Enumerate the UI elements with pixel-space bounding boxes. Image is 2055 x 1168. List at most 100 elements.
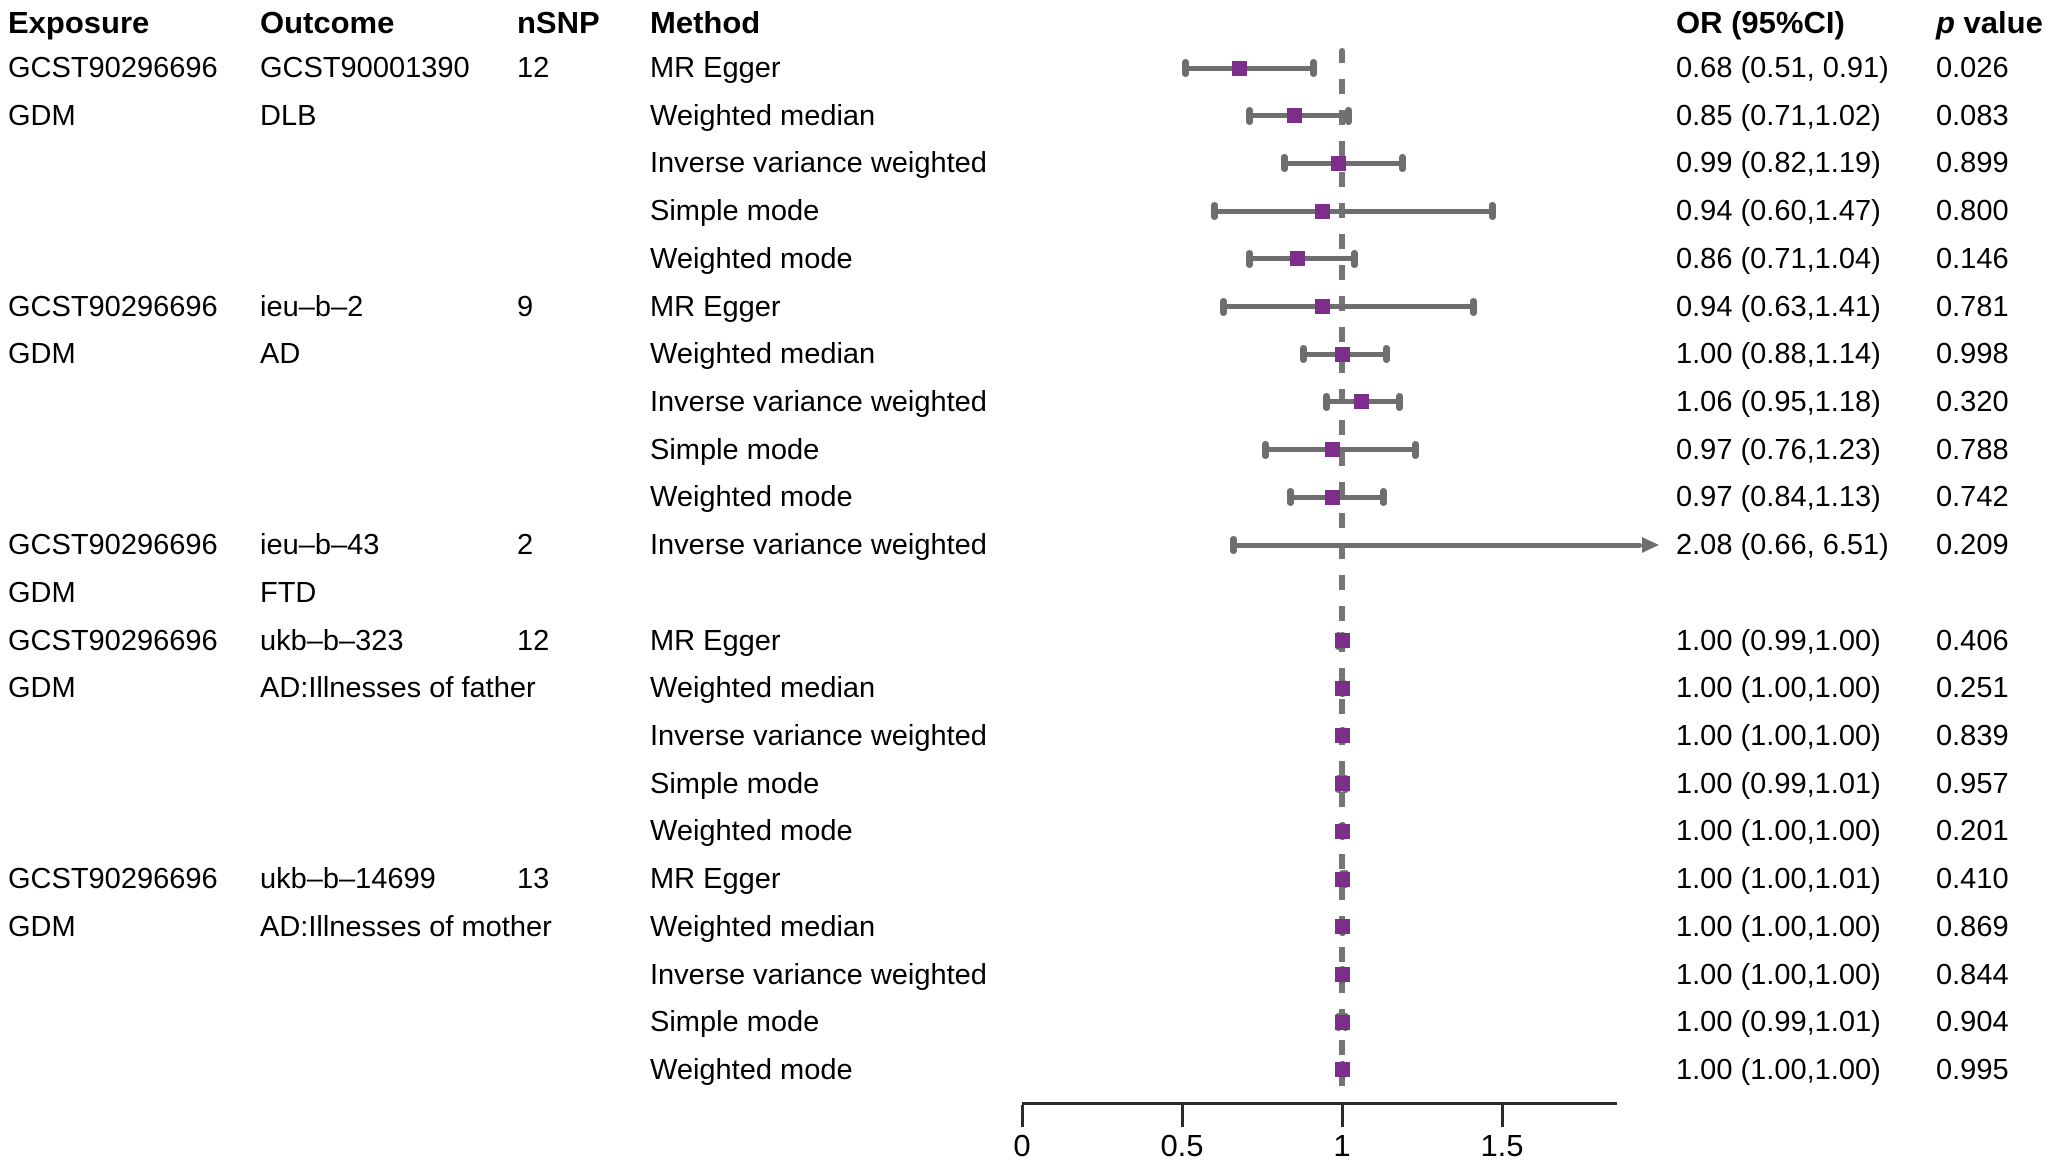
row-or-ci: 1.00 (1.00,1.00)	[1676, 910, 1881, 943]
row-pvalue: 0.998	[1936, 338, 2009, 371]
row-pvalue: 0.410	[1936, 863, 2009, 896]
row-exposure: GDM	[8, 672, 76, 705]
ci-cap-left	[1300, 345, 1308, 364]
row-pvalue: 0.083	[1936, 99, 2009, 132]
forest-square	[1232, 60, 1248, 76]
ci-cap-left	[1322, 392, 1330, 411]
x-axis-line	[1022, 1102, 1618, 1105]
row-or-ci: 1.00 (1.00,1.01)	[1676, 863, 1881, 896]
row-outcome: DLB	[260, 99, 317, 132]
row-pvalue: 0.201	[1936, 815, 2009, 848]
column-header-nsnp: nSNP	[517, 5, 600, 40]
x-axis-tick-label: 0.5	[1160, 1128, 1204, 1163]
row-method: MR Egger	[650, 290, 781, 323]
row-pvalue: 0.995	[1936, 1053, 2009, 1086]
row-pvalue: 0.839	[1936, 719, 2009, 752]
row-nsnp: 12	[517, 52, 550, 84]
row-or-ci: 1.06 (0.95,1.18)	[1676, 385, 1881, 418]
ci-arrowhead-right	[1642, 537, 1659, 554]
row-outcome: ukb–b–14699	[260, 863, 436, 896]
forest-square	[1334, 728, 1350, 744]
row-or-ci: 2.08 (0.66, 6.51)	[1676, 529, 1889, 562]
forest-square	[1334, 776, 1350, 792]
row-outcome: AD:Illnesses of mother	[260, 910, 552, 943]
row-or-ci: 0.94 (0.60,1.47)	[1676, 195, 1881, 228]
forest-square	[1334, 871, 1350, 887]
ci-cap-right	[1396, 392, 1404, 411]
forest-square	[1334, 967, 1350, 983]
row-method: Inverse variance weighted	[650, 147, 987, 180]
row-or-ci: 0.99 (0.82,1.19)	[1676, 147, 1881, 180]
x-axis-tick	[1180, 1105, 1184, 1127]
row-or-ci: 1.00 (0.88,1.14)	[1676, 338, 1881, 371]
row-nsnp: 13	[517, 863, 550, 896]
row-or-ci: 0.86 (0.71,1.04)	[1676, 242, 1881, 275]
ci-cap-left	[1245, 106, 1253, 125]
row-nsnp: 2	[517, 529, 534, 562]
ci-cap-left	[1280, 154, 1288, 173]
row-or-ci: 1.00 (0.99,1.01)	[1676, 1006, 1881, 1039]
row-or-ci: 1.00 (1.00,1.00)	[1676, 815, 1881, 848]
row-outcome: FTD	[260, 576, 317, 609]
forest-square	[1315, 203, 1331, 219]
row-outcome: AD:Illnesses of father	[260, 672, 536, 705]
ci-cap-right	[1380, 488, 1388, 507]
forest-square	[1286, 108, 1302, 124]
ci-cap-right	[1383, 345, 1391, 364]
row-exposure: GCST90296696	[8, 624, 218, 657]
ci-cap-left	[1261, 440, 1269, 459]
forest-square	[1334, 823, 1350, 839]
null-effect-dashed-line	[1339, 48, 1345, 1102]
forest-square	[1334, 1014, 1350, 1030]
ci-cap-right	[1309, 59, 1317, 77]
row-nsnp: 12	[517, 624, 550, 657]
row-method: Inverse variance weighted	[650, 958, 987, 991]
row-method: Weighted mode	[650, 242, 853, 275]
ci-cap-right	[1412, 440, 1420, 459]
row-or-ci: 1.00 (1.00,1.00)	[1676, 672, 1881, 705]
row-or-ci: 0.68 (0.51, 0.91)	[1676, 52, 1889, 84]
row-pvalue: 0.781	[1936, 290, 2009, 323]
x-axis-tick-label: 0	[1013, 1128, 1031, 1163]
row-pvalue: 0.788	[1936, 433, 2009, 466]
p-rest: value	[1954, 5, 2043, 40]
row-method: Inverse variance weighted	[650, 385, 987, 418]
row-pvalue: 0.957	[1936, 767, 2009, 800]
ci-whisker	[1185, 65, 1314, 71]
row-pvalue: 0.869	[1936, 910, 2009, 943]
row-method: MR Egger	[650, 52, 781, 84]
row-pvalue: 0.844	[1936, 958, 2009, 991]
row-method: Simple mode	[650, 433, 820, 466]
ci-cap-right	[1399, 154, 1407, 173]
ci-whisker	[1223, 304, 1474, 310]
row-exposure: GDM	[8, 576, 76, 609]
row-or-ci: 0.97 (0.76,1.23)	[1676, 433, 1881, 466]
x-axis-tick	[1020, 1105, 1024, 1127]
row-method: MR Egger	[650, 624, 781, 657]
forest-square	[1334, 633, 1350, 649]
row-or-ci: 0.85 (0.71,1.02)	[1676, 99, 1881, 132]
row-or-ci: 1.00 (1.00,1.00)	[1676, 719, 1881, 752]
column-header-method: Method	[650, 5, 761, 40]
row-method: Inverse variance weighted	[650, 529, 987, 562]
ci-cap-right	[1351, 249, 1359, 268]
x-axis-tick-label: 1.5	[1480, 1128, 1524, 1163]
row-outcome: ieu–b–2	[260, 290, 364, 323]
row-or-ci: 0.97 (0.84,1.13)	[1676, 481, 1881, 514]
row-method: MR Egger	[650, 863, 781, 896]
ci-cap-left	[1229, 536, 1237, 555]
row-exposure: GDM	[8, 910, 76, 943]
row-method: Simple mode	[650, 1006, 820, 1039]
row-method: Weighted median	[650, 672, 876, 705]
forest-square	[1334, 919, 1350, 935]
row-exposure: GCST90296696	[8, 529, 218, 562]
row-outcome: ukb–b–323	[260, 624, 404, 657]
row-or-ci: 1.00 (0.99,1.01)	[1676, 767, 1881, 800]
row-method: Weighted mode	[650, 481, 853, 514]
row-nsnp: 9	[517, 290, 534, 323]
row-outcome: ieu–b–43	[260, 529, 380, 562]
row-method: Weighted median	[650, 99, 876, 132]
row-pvalue: 0.026	[1936, 52, 2009, 84]
row-method: Weighted mode	[650, 815, 853, 848]
